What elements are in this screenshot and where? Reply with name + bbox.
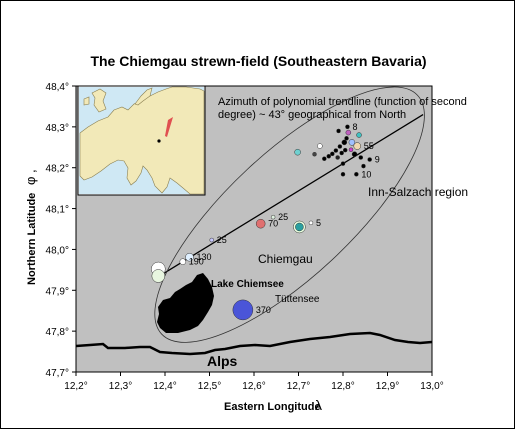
crater-point-label: 70 [268, 219, 278, 229]
region-label-chiemgau: Chiemgau [258, 252, 313, 266]
lake-label: Lake Chiemsee [211, 279, 284, 290]
y-tick-label: 48,4° [46, 82, 69, 93]
y-tick-label: 48,3° [46, 123, 69, 134]
crater-point [356, 132, 362, 138]
crater-point [270, 214, 276, 220]
crater-point-label: 25 [278, 212, 288, 222]
x-tick-label: 12,3° [109, 381, 132, 392]
strewn-field-ellipse [154, 86, 425, 343]
crater-point [185, 252, 194, 262]
crater-point [333, 148, 339, 153]
x-tick-label: 12,9° [376, 381, 399, 392]
svg-text:Eastern Longitude: Eastern Longitude [224, 401, 321, 413]
crater-point [344, 136, 349, 141]
crater-point-label: 9 [375, 155, 380, 165]
crater-point [353, 142, 361, 150]
crater-point [312, 151, 317, 157]
axis-ticks: 12,2° 12,3° 12,4° 12,5° 12,6° 12,7° 12,8° 12,9°… [46, 82, 444, 392]
crater-point-label: 25 [217, 235, 227, 245]
region-label-inn-salzach: Inn-Salzach region [368, 185, 468, 199]
svg-text:φ ,: φ , [23, 169, 38, 185]
svg-text:λ: λ [315, 397, 322, 413]
y-tick-label: 47,7° [46, 368, 69, 379]
crater-point [317, 143, 323, 149]
crater-point [348, 139, 356, 146]
y-tick-label: 48,2° [46, 164, 69, 175]
x-tick-label: 12,6° [242, 381, 265, 392]
crater-point [345, 124, 350, 130]
crater-point [342, 147, 348, 153]
y-tick-label: 48,1° [46, 205, 69, 216]
x-tick-label: 12,2° [64, 381, 87, 392]
x-tick-label: 12,4° [153, 381, 176, 392]
crater-point [179, 258, 187, 265]
crater-point [367, 157, 372, 162]
crater-point [295, 222, 304, 232]
svg-text:Northern Latitude: Northern Latitude [26, 193, 38, 285]
lake-island [175, 303, 184, 312]
crater-point [339, 150, 344, 156]
crater-point [351, 151, 358, 157]
crater-point-label: 10 [361, 169, 371, 179]
crater-point-label: 130 [196, 252, 211, 262]
x-tick-label: 12,8° [331, 381, 354, 392]
crater-point [335, 155, 340, 160]
crater-point [326, 154, 332, 159]
x-tick-label: 12,7° [287, 381, 310, 392]
crater-point [308, 220, 314, 226]
y-tick-label: 47,8° [46, 327, 69, 338]
crater-point-label: 5 [316, 218, 321, 228]
lake-chiemsee-shape [157, 273, 214, 333]
trendline-note-2: degree) ~ 43° geographical from North [218, 109, 406, 121]
crater-point [361, 163, 366, 169]
y-tick-label: 48,0° [46, 245, 69, 256]
x-tick-label: 13,0° [420, 381, 443, 392]
crater-point [294, 148, 301, 156]
x-axis-title: Eastern Longitude λ [224, 397, 322, 413]
crater-point [336, 128, 341, 134]
y-axis-title: Northern Latitude φ , [23, 169, 38, 285]
chart-title: The Chiemgau strewn-field (Southeastern … [90, 53, 427, 69]
crater-point [337, 144, 343, 149]
crater-point-label: 370 [256, 305, 271, 315]
crater-point [345, 129, 352, 136]
crater-point [340, 172, 346, 177]
tuttensee-label: Tüttensee [275, 294, 320, 305]
trendline [155, 114, 424, 279]
crater-point-label: 8 [352, 122, 357, 132]
europe-inset-map [77, 85, 206, 196]
crater-point [330, 151, 335, 157]
alps-label: Alps [207, 353, 238, 369]
crater-point [354, 172, 359, 177]
crater-point [151, 269, 166, 283]
crater-point-label: 55 [364, 141, 374, 151]
alps-outline [76, 331, 432, 356]
crater-point [322, 156, 327, 161]
crater-point [340, 161, 346, 166]
crater-point [209, 237, 214, 243]
crater-point [341, 139, 348, 146]
trendline-note-1: Azimuth of polynomial trendline (functio… [218, 96, 467, 108]
y-tick-label: 47,9° [46, 286, 69, 297]
crater-point [358, 155, 364, 160]
crater-point-label: 190 [189, 257, 204, 267]
crater-point [232, 299, 254, 321]
crater-point [255, 218, 266, 229]
x-tick-label: 12,5° [198, 381, 221, 392]
crater-point [348, 147, 354, 152]
